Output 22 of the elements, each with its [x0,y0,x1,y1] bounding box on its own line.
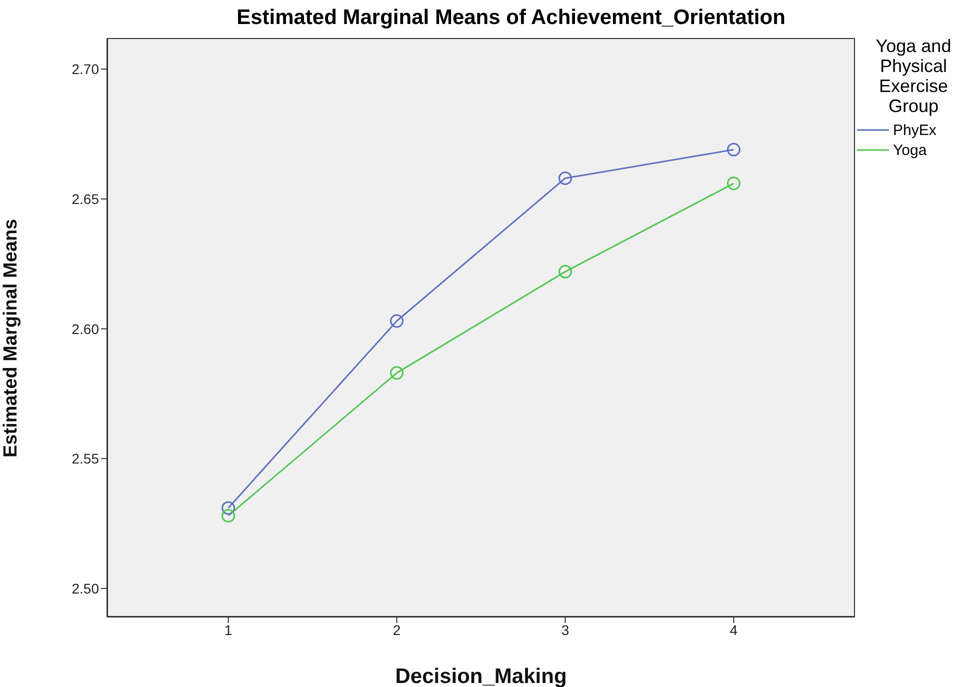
point [558,264,572,278]
point [558,171,572,185]
y-tick-label: 2.60 [72,320,100,337]
chart-title: Estimated Marginal Means of Achievement_Orientation [236,6,786,30]
point [726,142,740,156]
legend-label: Yoga [893,142,927,158]
x-tick-label: 3 [561,622,570,638]
y-tick-label: 2.65 [72,190,100,207]
y-tick-label: 2.70 [72,61,100,78]
y-axis-title: Estimated Marginal Means [0,218,22,458]
y-tick-label: 2.50 [72,580,100,596]
point [222,508,236,522]
point [222,501,236,515]
x-tick-label: 4 [730,622,738,638]
legend-label: PhyEx [893,122,936,138]
y-tick-label: 2.55 [72,450,100,467]
legend-title: Yoga and Physical Exercise Group [874,36,952,116]
point [390,366,404,380]
point [390,314,404,328]
x-tick-label: 1 [224,622,232,638]
point [726,176,740,190]
x-tick-label: 2 [392,622,401,638]
